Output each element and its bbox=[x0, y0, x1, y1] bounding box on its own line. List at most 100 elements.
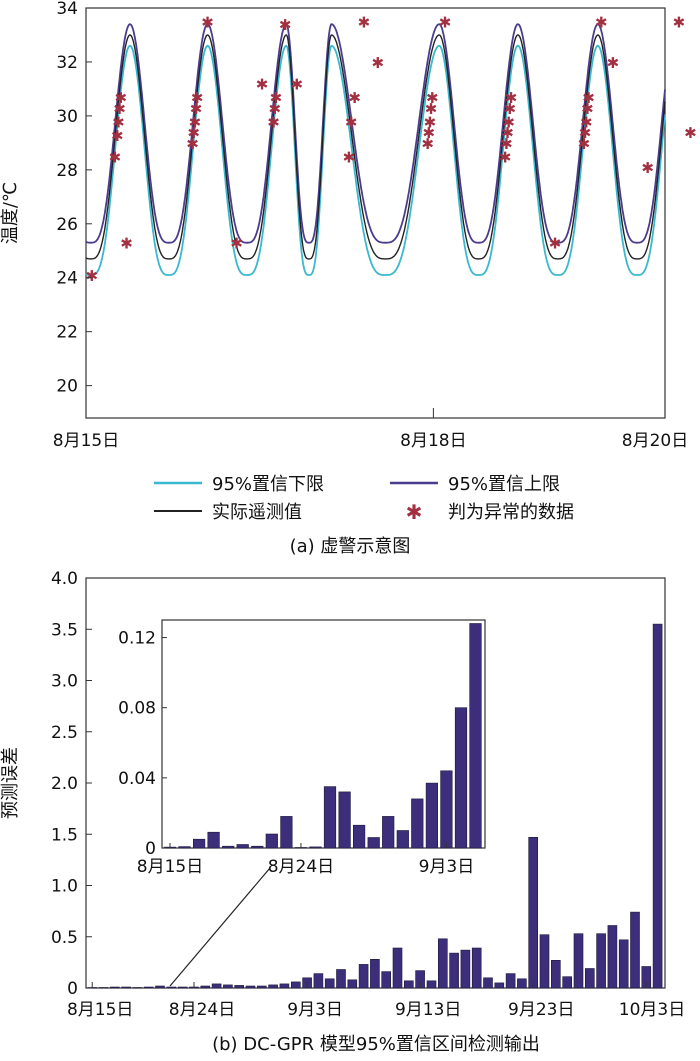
legend-lower-label: 95%置信下限 bbox=[212, 474, 324, 495]
bar bbox=[471, 947, 482, 989]
bar bbox=[460, 949, 471, 989]
bar bbox=[200, 985, 211, 989]
bar bbox=[98, 987, 109, 989]
inset-pointer-line bbox=[169, 867, 271, 987]
anomaly-point: ✱ bbox=[501, 124, 514, 142]
inset-bar bbox=[382, 816, 395, 849]
x-tick-label: 9月23日 bbox=[508, 1000, 574, 1020]
anomaly-point: ✱ bbox=[426, 89, 439, 107]
anomaly-point: ✱ bbox=[113, 100, 126, 118]
anomaly-point: ✱ bbox=[267, 113, 280, 131]
anomaly-point: ✱ bbox=[549, 235, 562, 253]
bar bbox=[539, 934, 550, 989]
anomaly-point: ✱ bbox=[422, 124, 435, 142]
y-tick-label: 3.5 bbox=[51, 620, 78, 640]
anomaly-point: ✱ bbox=[348, 89, 361, 107]
anomaly-point: ✱ bbox=[290, 76, 303, 94]
bar bbox=[426, 980, 437, 989]
bar bbox=[324, 978, 335, 989]
chart-b-caption: (b) DC-GPR 模型95%置信区间检测输出 bbox=[212, 1034, 540, 1055]
y-tick-label: 4.0 bbox=[51, 569, 78, 589]
bar bbox=[437, 938, 448, 989]
bar bbox=[313, 973, 324, 989]
x-tick-label: 8月18日 bbox=[400, 431, 466, 451]
y-tick-label: 0.5 bbox=[51, 928, 78, 948]
bar bbox=[166, 986, 177, 989]
anomaly-point: ✱ bbox=[256, 76, 269, 94]
anomaly-point: ✱ bbox=[421, 135, 434, 153]
y-tick-label: 20 bbox=[56, 377, 78, 397]
chart-b-ylabel: 预测误差 bbox=[0, 747, 21, 819]
chart-b: 0 0.5 1.0 1.5 2.0 2.5 3.0 3.5 4.0 8月15日 8月24日 9月3日… bbox=[0, 569, 685, 1055]
legend-swatch-anomaly: ✱ bbox=[406, 500, 423, 524]
bar bbox=[630, 911, 640, 989]
anomaly-point: ✱ bbox=[579, 124, 592, 142]
inset-bar bbox=[207, 831, 220, 849]
y-tick-label: 1.0 bbox=[51, 877, 78, 897]
y-tick-label: 34 bbox=[56, 0, 78, 19]
bar bbox=[268, 984, 278, 989]
anomaly-point: ✱ bbox=[345, 113, 358, 131]
bar bbox=[392, 947, 403, 989]
inset-bar bbox=[338, 791, 351, 849]
bar bbox=[573, 933, 584, 989]
anomaly-point: ✱ bbox=[120, 235, 133, 253]
y-tick-label: 28 bbox=[56, 161, 78, 181]
bar bbox=[347, 979, 358, 989]
anomaly-point: ✱ bbox=[607, 54, 620, 72]
bar bbox=[290, 981, 301, 989]
y-tick-label: 1.5 bbox=[51, 825, 78, 845]
anomaly-point: ✱ bbox=[186, 135, 199, 153]
bar bbox=[403, 980, 414, 989]
bar bbox=[132, 987, 143, 989]
bar bbox=[607, 925, 618, 989]
inset-bar bbox=[411, 798, 424, 849]
inset-x-tick-label: 8月15日 bbox=[137, 857, 203, 877]
anomaly-point: ✱ bbox=[424, 113, 437, 131]
bar bbox=[584, 968, 595, 989]
y-tick-label: 0 bbox=[67, 979, 78, 999]
x-tick-label: 10月3日 bbox=[619, 1000, 685, 1020]
anomaly-point: ✱ bbox=[580, 113, 593, 131]
chart-a: ✱✱✱✱✱✱✱✱✱✱✱✱✱✱✱✱✱✱✱✱✱✱✱✱✱✱✱✱✱✱✱✱✱✱✱✱✱✱✱✱… bbox=[0, 0, 697, 557]
chart-a-caption: (a) 虚警示意图 bbox=[290, 536, 411, 557]
y-tick-label: 22 bbox=[56, 323, 78, 343]
inset-bar bbox=[309, 846, 322, 849]
bar bbox=[562, 976, 573, 989]
inset-bar bbox=[425, 782, 439, 849]
anomaly-point: ✱ bbox=[190, 100, 203, 118]
inset-bar bbox=[396, 830, 409, 849]
inset-y-tick-label: 0.04 bbox=[118, 769, 156, 789]
anomaly-point: ✱ bbox=[595, 13, 608, 31]
bar bbox=[223, 984, 233, 989]
bar bbox=[505, 973, 516, 989]
inset-y-tick-label: 0.12 bbox=[118, 629, 156, 649]
anomaly-point: ✱ bbox=[201, 13, 214, 31]
inset-bar bbox=[367, 837, 380, 849]
anomaly-point: ✱ bbox=[425, 100, 438, 118]
bar bbox=[155, 985, 165, 989]
inset-bar bbox=[352, 824, 366, 849]
inset-bar bbox=[222, 845, 235, 849]
inset-bar bbox=[251, 845, 264, 849]
anomaly-point: ✱ bbox=[505, 89, 518, 107]
bar bbox=[517, 978, 527, 989]
x-tick-label: 9月3日 bbox=[287, 1000, 343, 1020]
bar bbox=[234, 985, 244, 989]
y-tick-label: 2.5 bbox=[51, 723, 78, 743]
anomaly-point: ✱ bbox=[372, 54, 385, 72]
bar bbox=[449, 952, 459, 989]
inset-bar bbox=[178, 846, 191, 849]
anomaly-point: ✱ bbox=[343, 148, 356, 166]
anomaly-point: ✱ bbox=[499, 148, 512, 166]
bar bbox=[550, 959, 561, 989]
anomaly-point: ✱ bbox=[500, 135, 513, 153]
inset-x-tick-label: 9月3日 bbox=[419, 857, 475, 877]
inset-y-tick-label: 0 bbox=[145, 839, 156, 859]
anomaly-point: ✱ bbox=[191, 89, 204, 107]
bar bbox=[336, 969, 346, 989]
y-tick-label: 24 bbox=[56, 269, 78, 289]
anomaly-point: ✱ bbox=[270, 89, 283, 107]
chart-a-ylabel: 温度/℃ bbox=[0, 182, 21, 244]
anomaly-point: ✱ bbox=[673, 13, 686, 31]
